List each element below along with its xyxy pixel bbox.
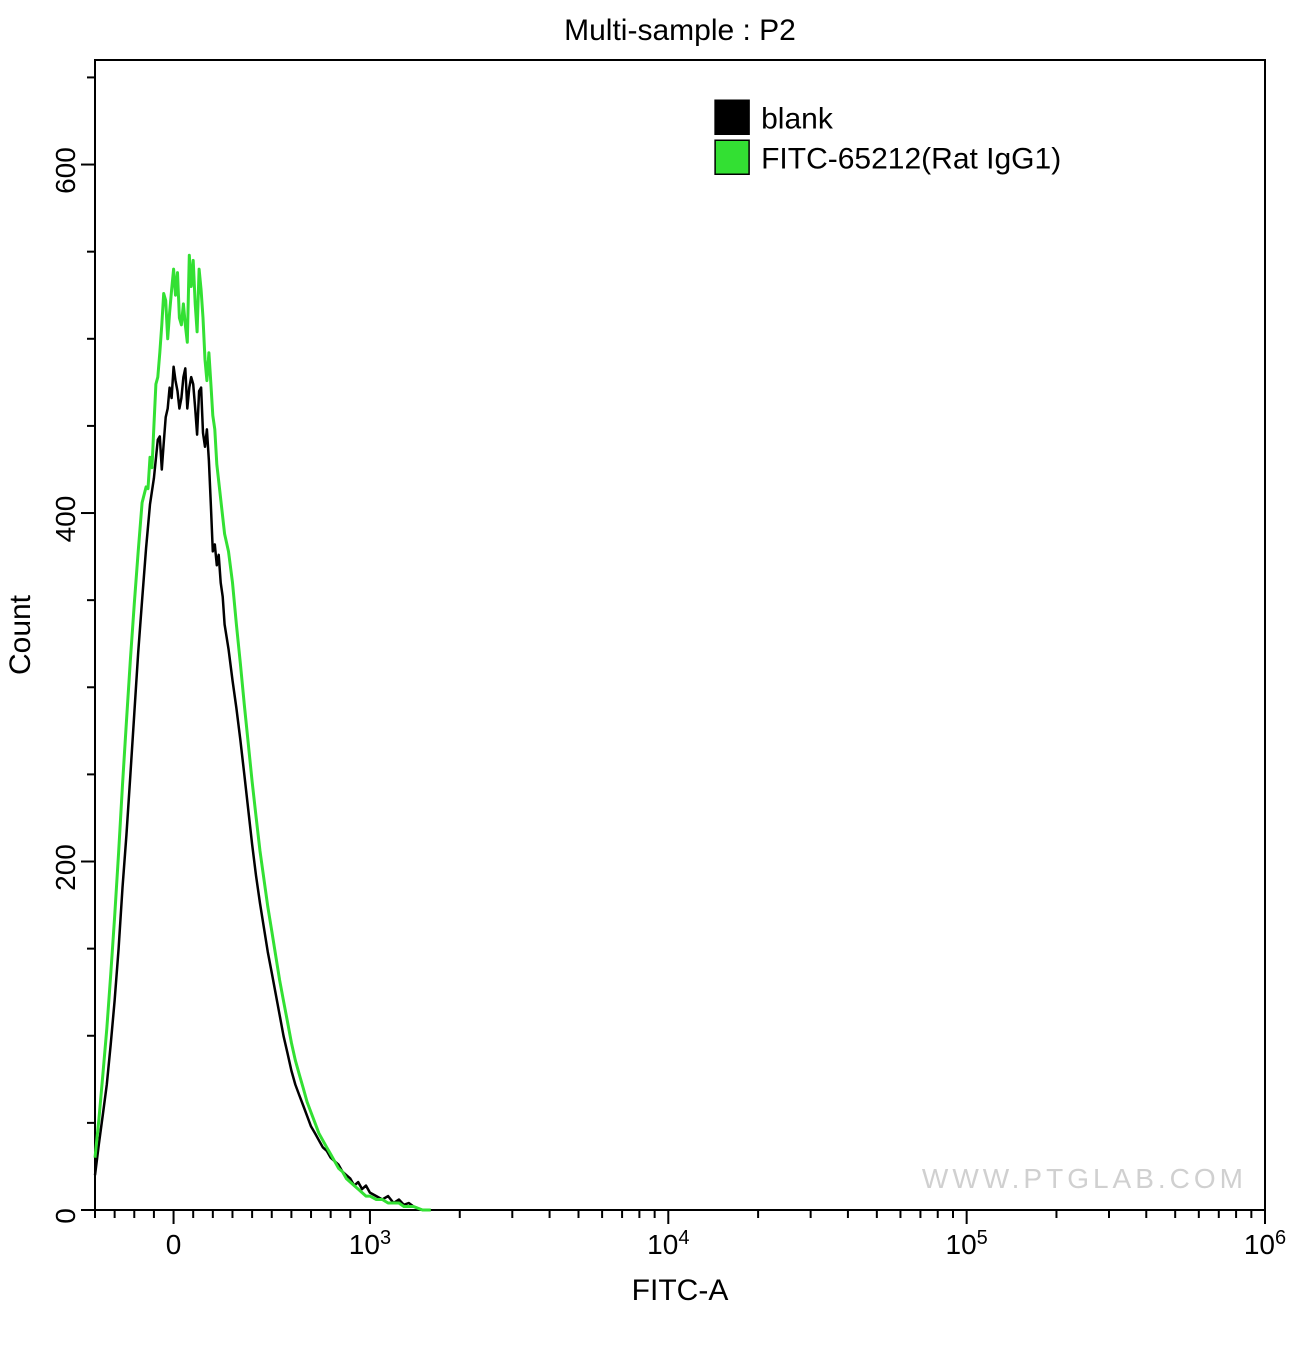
y-axis-label: Count — [4, 594, 37, 675]
flow-cytometry-histogram: Multi-sample : P2WWW.PTGLAB.COM010310410… — [0, 0, 1293, 1350]
y-tick-label: 600 — [50, 147, 81, 194]
y-tick-label: 0 — [50, 1208, 81, 1224]
legend-label: FITC-65212(Rat IgG1) — [761, 142, 1061, 175]
legend-label: blank — [761, 102, 834, 135]
chart-svg: Multi-sample : P2WWW.PTGLAB.COM010310410… — [0, 0, 1293, 1350]
chart-title: Multi-sample : P2 — [564, 14, 796, 47]
y-tick-label: 400 — [50, 496, 81, 543]
legend-swatch — [715, 100, 749, 134]
legend-swatch — [715, 140, 749, 174]
x-tick-label: 0 — [166, 1229, 182, 1260]
x-axis-label: FITC-A — [632, 1274, 729, 1307]
watermark: WWW.PTGLAB.COM — [922, 1163, 1247, 1194]
y-tick-label: 200 — [50, 844, 81, 891]
